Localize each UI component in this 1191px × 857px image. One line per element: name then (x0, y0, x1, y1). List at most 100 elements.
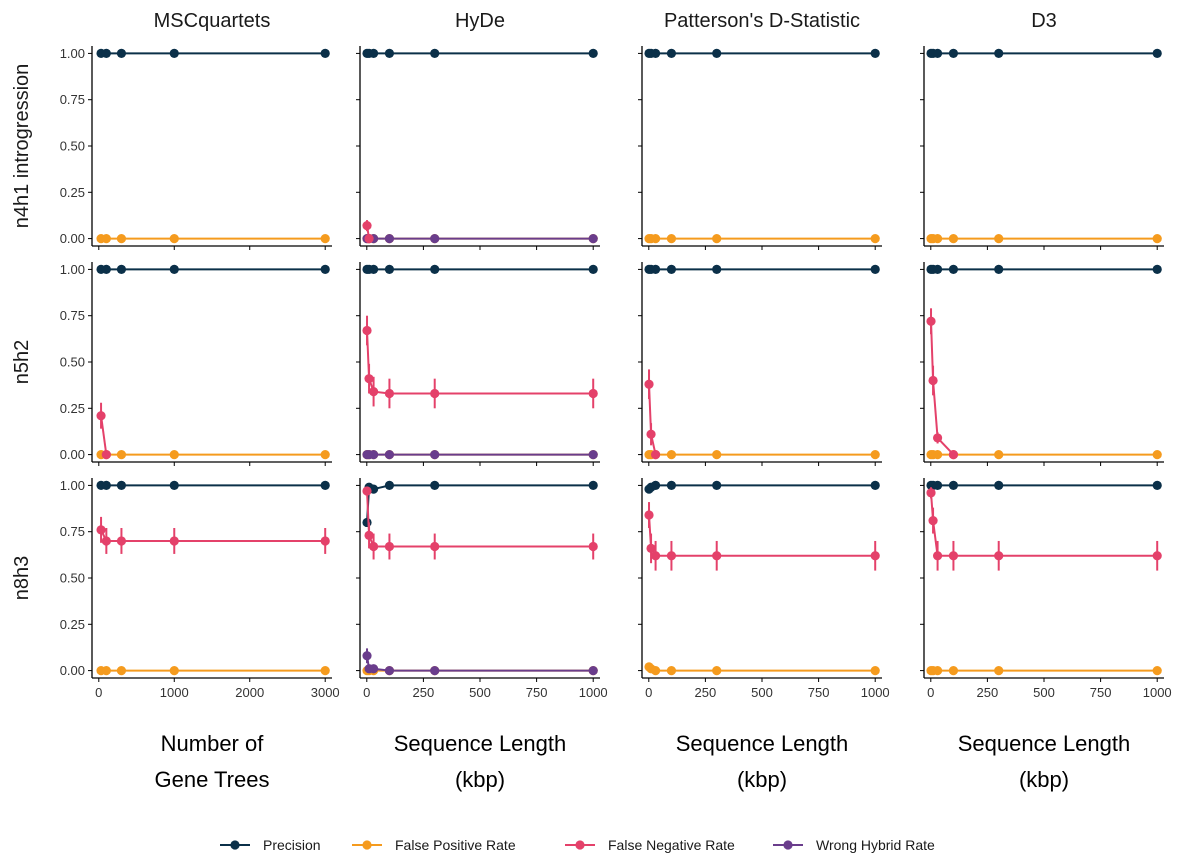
series-precision (96, 480, 330, 491)
legend-label: Wrong Hybrid Rate (816, 837, 935, 853)
data-point (666, 264, 677, 275)
data-point (870, 264, 880, 275)
data-point (994, 233, 1004, 244)
strip-label-mscquartets: MSCquartets (154, 10, 271, 32)
series-line-false-negative-rate (100, 529, 326, 542)
data-point (364, 233, 374, 244)
series-false-positive-rate (96, 665, 330, 676)
data-point (650, 551, 661, 561)
x-tick-label: 750 (808, 685, 830, 700)
data-point (666, 480, 677, 491)
x-axis-title: Number of (161, 731, 265, 756)
y-tick-label: 1.00 (60, 46, 85, 61)
row-labels: n4h1 introgression n5h2 n8h3 (11, 64, 33, 601)
x-axis-title: (kbp) (455, 767, 505, 792)
series-false-negative-rate (926, 487, 1162, 571)
data-point (588, 541, 598, 552)
data-point (650, 233, 661, 244)
x-tick-label: 500 (469, 685, 491, 700)
series-line-false-positive-rate (648, 666, 876, 672)
data-point (644, 379, 654, 389)
x-tick-label: 500 (751, 685, 773, 700)
strip-label-hyde: HyDe (455, 10, 505, 32)
legend-item-precision: Precision (220, 837, 321, 853)
data-point (712, 449, 722, 460)
series-line-false-negative-rate (648, 514, 876, 557)
data-point (994, 449, 1004, 460)
data-point (116, 264, 127, 275)
data-point (932, 264, 943, 275)
y-tick-label: 0.50 (60, 139, 85, 154)
data-point (101, 665, 111, 676)
data-point (994, 48, 1004, 59)
data-point (169, 536, 179, 546)
x-tick-label: 250 (977, 685, 999, 700)
panel-r0-c3 (920, 46, 1164, 250)
y-tick-label: 0.75 (60, 524, 85, 539)
data-point (430, 449, 440, 460)
series-precision (96, 264, 330, 275)
data-point (644, 510, 654, 520)
data-point (712, 665, 722, 676)
series-line-precision (366, 484, 594, 523)
data-point (384, 541, 395, 552)
series-false-positive-rate (926, 449, 1162, 460)
data-point (588, 449, 598, 460)
data-point (101, 449, 111, 460)
data-point (588, 233, 598, 244)
y-tick-label: 0.75 (60, 92, 85, 107)
x-axis-title: (kbp) (1019, 767, 1069, 792)
data-point (116, 48, 127, 59)
series-line-false-negative-rate (930, 321, 955, 456)
series-precision (926, 48, 1162, 59)
data-point (320, 480, 330, 491)
x-axis-title: (kbp) (737, 767, 787, 792)
data-point (588, 665, 598, 676)
data-point (362, 651, 372, 661)
data-point (116, 233, 127, 244)
data-point (384, 480, 395, 491)
panel-r2-c0: 0.00 0.25 0.50 0.75 1.00 0 1000 2000 3000 (60, 478, 340, 700)
data-point (926, 316, 936, 326)
y-tick-label: 1.00 (60, 478, 85, 493)
x-tick-label: 2000 (235, 685, 264, 700)
series-false-negative-rate (644, 369, 661, 460)
x-axis-title: Gene Trees (155, 767, 270, 792)
panel-r1-c1 (356, 262, 600, 466)
data-point (1152, 665, 1162, 676)
data-point (870, 551, 880, 561)
data-point (368, 541, 379, 552)
series-false-positive-rate (96, 449, 330, 460)
series-precision (362, 264, 598, 275)
series-precision (644, 48, 880, 59)
x-tick-label: 1000 (160, 685, 189, 700)
legend-key-point (783, 840, 793, 850)
data-point (948, 480, 959, 491)
series-false-positive-rate (644, 449, 880, 460)
data-point (588, 48, 598, 59)
data-point (588, 480, 598, 491)
series-line-wrong-hybrid-rate (366, 655, 594, 672)
legend-item-false-negative-rate: False Negative Rate (565, 837, 735, 853)
data-point (368, 264, 379, 275)
strip-label-patterson-s-d-statistic: Patterson's D-Statistic (664, 10, 860, 32)
data-point (870, 449, 880, 460)
data-point (712, 480, 722, 491)
panels: 0.00 0.25 0.50 0.75 1.00 0.00 0.25 0.50 0.75 1.00… (60, 46, 1172, 700)
data-point (384, 388, 395, 399)
y-tick-label: 0.00 (60, 231, 85, 246)
data-point (588, 264, 598, 275)
panel-r2-c1: 0 250 500 750 1000 (356, 478, 608, 700)
series-wrong-hybrid-rate (362, 233, 598, 244)
data-point (1152, 233, 1162, 244)
data-point (666, 449, 677, 460)
data-point (101, 48, 111, 59)
data-point (666, 665, 677, 676)
data-point (1152, 480, 1162, 491)
data-point (712, 551, 722, 561)
y-tick-label: 0.50 (60, 355, 85, 370)
data-point (368, 664, 379, 674)
data-point (1152, 449, 1162, 460)
data-point (364, 374, 374, 384)
data-point (932, 449, 943, 460)
